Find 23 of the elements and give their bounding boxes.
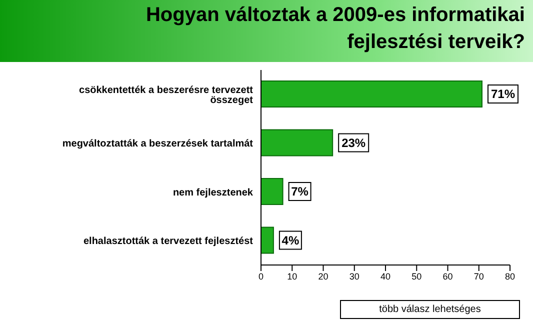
data-label: 71%	[490, 87, 516, 101]
chart-title: Hogyan változtak a 2009-es informatikai fejlesztési terveik?	[144, 3, 525, 55]
x-tick-label: 10	[287, 271, 298, 282]
x-tick-label: 30	[349, 271, 360, 282]
x-tick-label: 70	[474, 271, 484, 282]
bar	[261, 178, 284, 205]
data-label: 7%	[291, 184, 309, 198]
y-tick-label: elhalasztották a tervezett fejlesztést	[83, 236, 254, 248]
bar	[261, 226, 274, 254]
x-tick-label: 0	[258, 271, 264, 282]
x-tick-label: 50	[412, 271, 422, 282]
x-tick-label: 40	[380, 271, 391, 282]
bar	[261, 129, 334, 156]
x-tick-label: 20	[318, 271, 328, 282]
y-tick-label: nem fejlesztenek	[172, 187, 254, 198]
data-label: 23%	[342, 136, 366, 150]
text: több válasz lehetséges	[340, 300, 520, 319]
x-tick-label: 80	[504, 271, 516, 282]
data-label: 4%	[282, 233, 300, 248]
y-tick-label: csökkentették a beszerésre tervezett összeget	[79, 84, 254, 106]
bar	[261, 80, 482, 108]
x-tick-label: 60	[442, 271, 453, 282]
y-tick-label: megváltoztatták a beszerzések tartalmát	[62, 138, 254, 150]
